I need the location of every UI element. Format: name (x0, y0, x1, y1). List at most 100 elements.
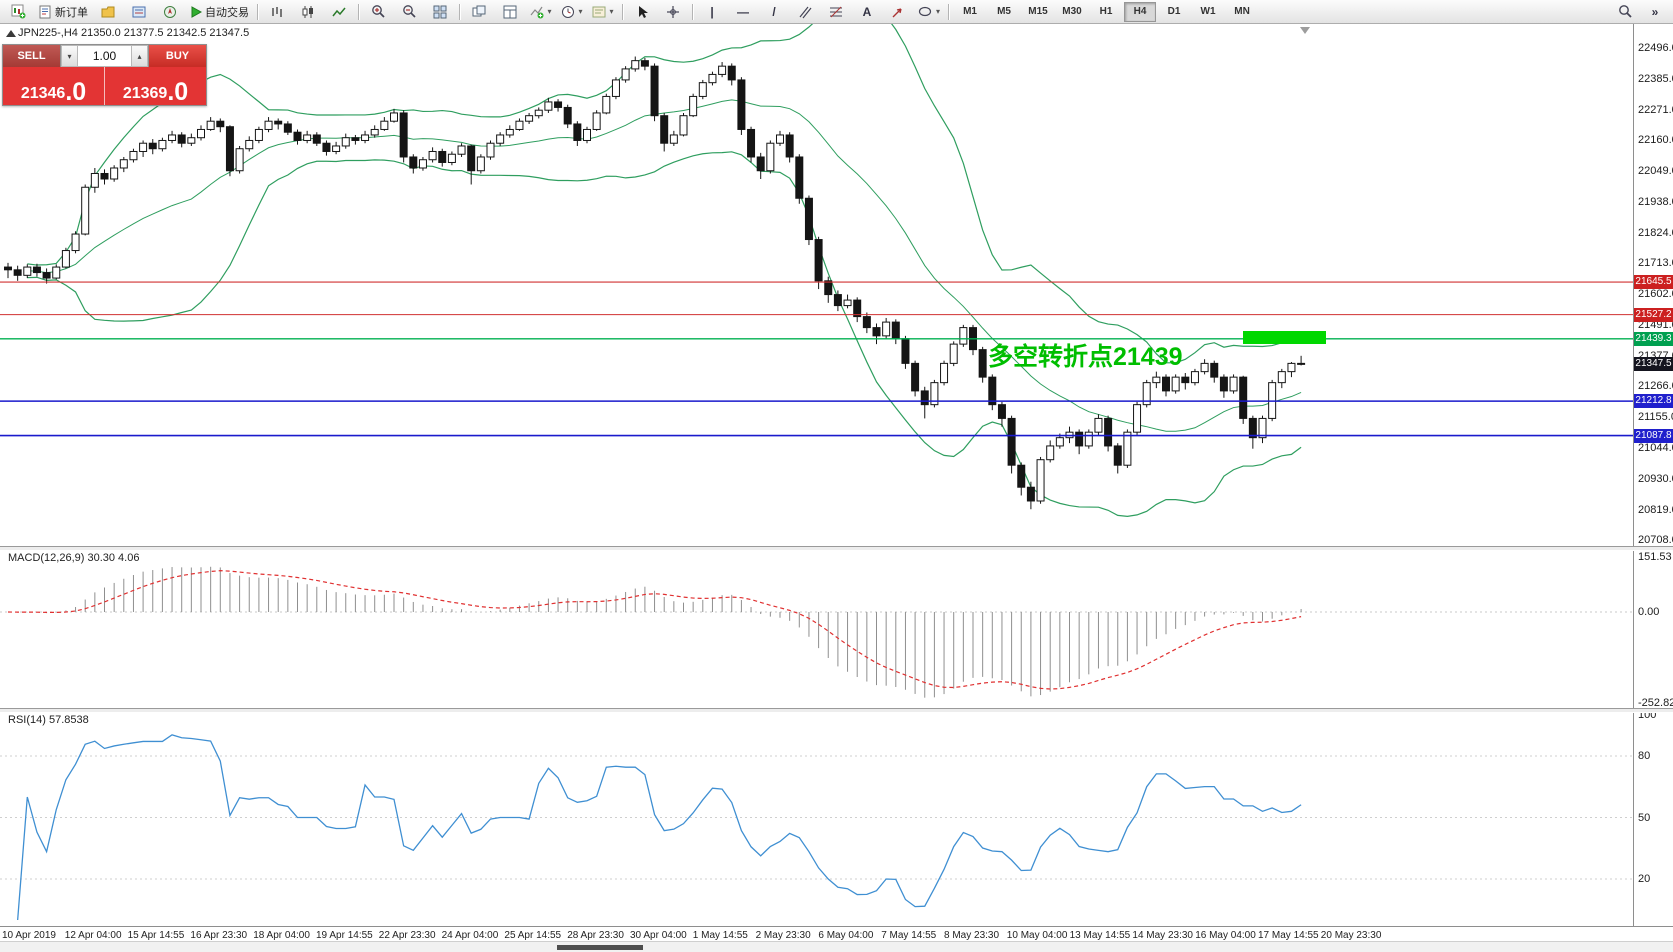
candle (1258, 415, 1267, 444)
timeframe-button-D1[interactable]: D1 (1167, 6, 1181, 17)
zoom-out-button[interactable] (394, 1, 424, 23)
new-order-button[interactable]: 新订单 (34, 1, 92, 23)
time-axis[interactable]: 10 Apr 2019 12 Apr 04:00 15 Apr 14:55 16 Ap… (0, 926, 1673, 942)
time-axis-label: 6 May 04:00 (818, 930, 874, 941)
chart-shift-marker (1300, 27, 1310, 34)
candle (602, 93, 611, 115)
candle (206, 117, 215, 131)
autotrading-button[interactable]: 自动交易 (186, 1, 253, 23)
macd-panel-splitter[interactable] (0, 546, 1673, 551)
horizontal-line-button[interactable]: — (728, 1, 758, 23)
candle (747, 126, 756, 163)
cursor-button[interactable] (627, 1, 657, 23)
candle (708, 71, 717, 86)
bar-chart-button[interactable] (262, 1, 292, 23)
volume-input[interactable]: 1.00 (78, 45, 131, 67)
sell-price-panel[interactable]: 21346.0 (3, 67, 105, 105)
rsi-panel-splitter[interactable] (0, 708, 1673, 713)
new-chart-button[interactable] (3, 1, 33, 23)
candle (254, 126, 263, 144)
time-axis-label: 25 Apr 14:55 (504, 930, 562, 941)
time-axis-label: 15 Apr 14:55 (127, 930, 185, 941)
market-watch-button[interactable] (124, 1, 154, 23)
candle (833, 290, 842, 312)
candlestick-chart-button[interactable] (293, 1, 323, 23)
candle (380, 117, 389, 131)
vertical-line-button[interactable]: | (697, 1, 727, 23)
candle (1113, 443, 1122, 474)
toolbar-overflow-button[interactable]: » (1640, 1, 1670, 23)
timeframe-button-W1[interactable]: W1 (1200, 6, 1216, 17)
arrows-button[interactable] (883, 1, 913, 23)
indicators-button[interactable]: ▾ (526, 1, 556, 23)
text-button[interactable]: A (852, 1, 882, 23)
candle (737, 77, 746, 135)
candle (283, 121, 292, 135)
candle (61, 247, 70, 269)
timeframe-button-MN[interactable]: MN (1234, 6, 1250, 17)
buy-button[interactable]: BUY (148, 45, 206, 67)
candle (1190, 368, 1199, 386)
time-axis-label: 7 May 14:55 (881, 930, 937, 941)
volume-decrease-button[interactable]: ▾ (61, 45, 78, 67)
candle (544, 97, 553, 113)
candle (1084, 429, 1093, 449)
auto-arrange-button[interactable] (464, 1, 494, 23)
sell-button[interactable]: SELL (3, 45, 61, 67)
timeframe-button-M30[interactable]: M30 (1062, 6, 1082, 17)
shapes-button[interactable]: ▾ (914, 1, 944, 23)
price-axis-border[interactable] (1633, 24, 1634, 926)
highlight-rectangle[interactable] (1243, 331, 1326, 344)
horizontal-scrollbar[interactable] (0, 941, 1673, 952)
time-axis-label: 16 May 04:00 (1195, 930, 1256, 941)
candle (689, 93, 698, 118)
horizontal-level-lines[interactable] (0, 281, 1633, 437)
candle (515, 118, 524, 131)
align-charts-button[interactable] (495, 1, 525, 23)
fibonacci-button[interactable] (821, 1, 851, 23)
crosshair-button[interactable] (658, 1, 688, 23)
one-click-collapse-button[interactable] (6, 30, 16, 37)
candle (1133, 401, 1142, 435)
candle (496, 132, 505, 146)
profiles-button[interactable] (93, 1, 123, 23)
periods-button[interactable]: ▾ (557, 1, 587, 23)
candle (303, 130, 312, 144)
timeframe-button-M1[interactable]: M1 (963, 6, 977, 17)
candle (988, 374, 997, 411)
chart-text-annotation[interactable]: 多空转折点21439 (988, 343, 1183, 371)
zoom-in-button[interactable] (363, 1, 393, 23)
candle (23, 264, 32, 279)
navigator-button[interactable] (155, 1, 185, 23)
candle (351, 134, 360, 145)
buy-price-panel[interactable]: 21369.0 (105, 67, 206, 105)
candle (930, 379, 939, 408)
search-button[interactable] (1610, 1, 1640, 23)
candle (978, 346, 987, 383)
volume-increase-button[interactable]: ▴ (131, 45, 148, 67)
symbol-ohlc-info: JPN225-,H4 21350.0 21377.5 21342.5 21347… (18, 27, 250, 39)
templates-button[interactable]: ▾ (588, 1, 618, 23)
tile-windows-button[interactable] (425, 1, 455, 23)
candle (119, 156, 128, 173)
candle (1181, 373, 1190, 390)
trendline-button[interactable]: / (759, 1, 789, 23)
autotrading-label: 自动交易 (205, 6, 249, 19)
candle (525, 112, 534, 124)
scrollbar-handle[interactable] (557, 945, 643, 950)
candle (139, 140, 148, 157)
timeframe-button-M15[interactable]: M15 (1028, 6, 1048, 17)
candle (804, 195, 813, 246)
channel-button[interactable] (790, 1, 820, 23)
candle (592, 110, 601, 131)
timeframe-button-H1[interactable]: H1 (1099, 6, 1113, 17)
candle (1075, 429, 1084, 455)
timeframe-button-M5[interactable]: M5 (997, 6, 1011, 17)
line-chart-button[interactable] (324, 1, 354, 23)
timeframe-button-H4[interactable]: H4 (1124, 1, 1157, 22)
candle (418, 156, 427, 171)
candle (177, 132, 186, 148)
candle (891, 319, 900, 345)
